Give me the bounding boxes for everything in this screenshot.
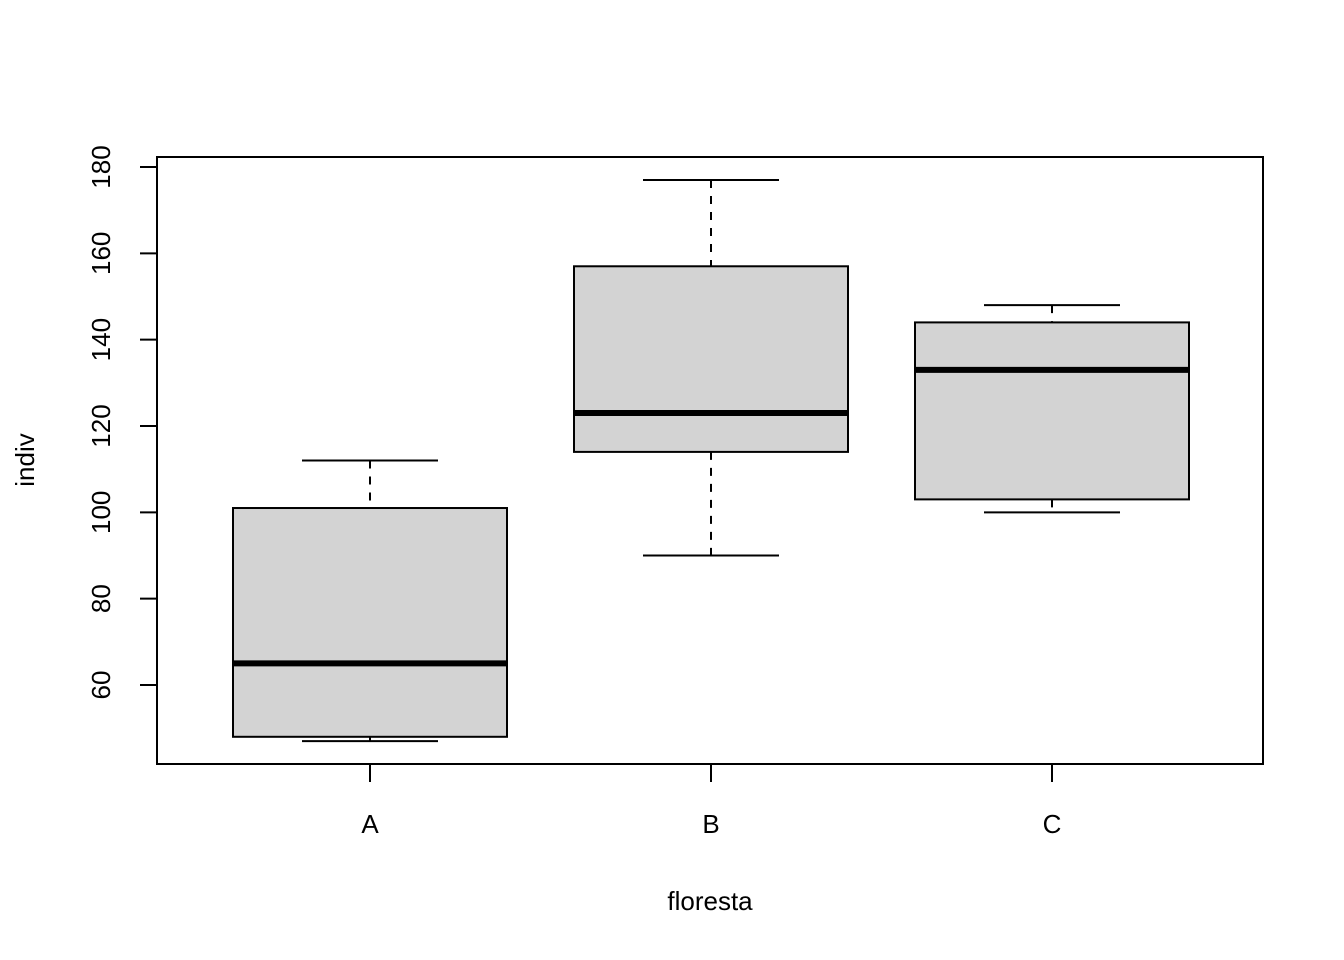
y-tick-label: 180 [86, 145, 116, 188]
x-tick-label: B [702, 809, 719, 839]
y-tick-label: 160 [86, 232, 116, 275]
iqr-box [232, 507, 508, 738]
boxes [232, 178, 1190, 743]
y-tick-label: 140 [86, 318, 116, 361]
y-tick-label: 100 [86, 491, 116, 534]
y-tick-label: 120 [86, 404, 116, 447]
y-axis: 60 80 100 120 140 160 180 [86, 145, 158, 700]
box-A [232, 459, 508, 743]
iqr-box [914, 321, 1190, 501]
x-axis: A B C [361, 764, 1061, 839]
x-tick-label: A [361, 809, 379, 839]
box-C [914, 304, 1190, 514]
x-tick-label: C [1043, 809, 1062, 839]
box-B [573, 178, 849, 557]
iqr-box [573, 265, 849, 453]
y-tick-label: 60 [86, 671, 116, 700]
y-tick-label: 80 [86, 584, 116, 613]
y-axis-title: indiv [10, 433, 40, 486]
x-axis-title: floresta [667, 886, 753, 916]
